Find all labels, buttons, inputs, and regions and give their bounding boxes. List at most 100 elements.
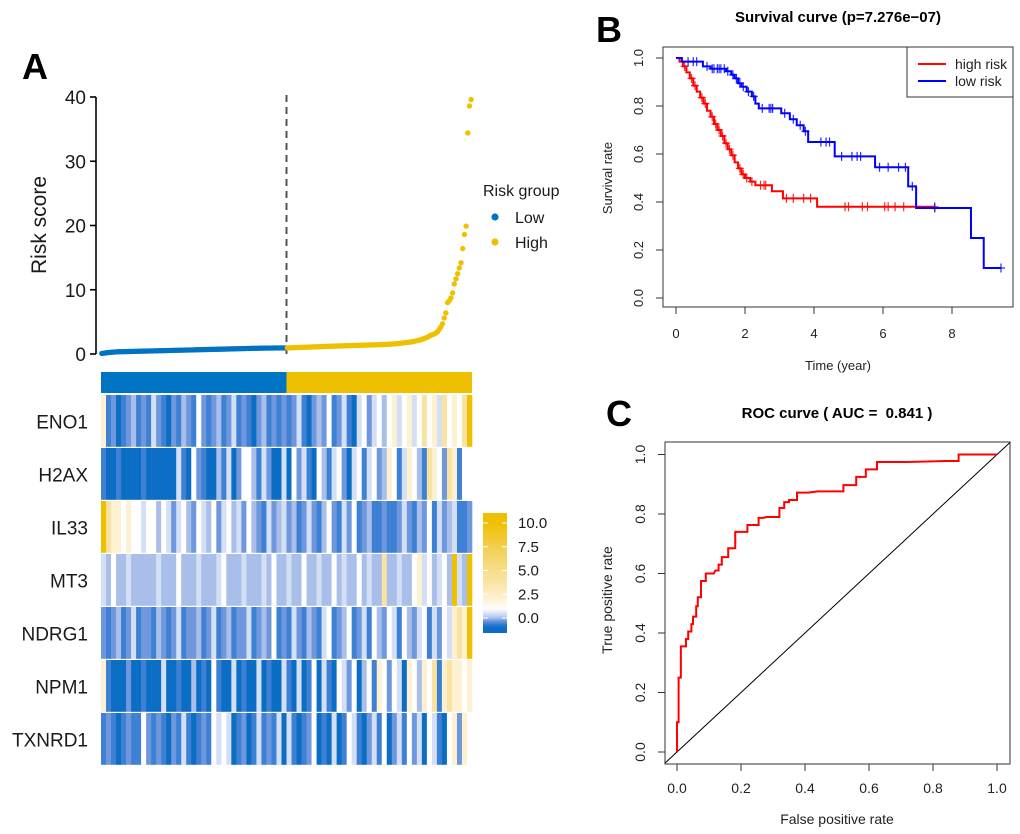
heatmap-cell [186, 395, 192, 447]
heatmap-cell [131, 501, 137, 553]
panel-label-c: C [606, 393, 632, 434]
heatmap-cell [316, 607, 322, 659]
roc-plot: ROC curve ( AUC = 0.841 ) False positive… [599, 405, 1011, 827]
heatmap-cell [276, 554, 282, 606]
risk-point-high [453, 276, 459, 282]
heatmap-cell [201, 713, 207, 765]
heatmap-cell [246, 660, 252, 712]
heatmap-cell [431, 448, 438, 500]
heatmap-cell [306, 395, 312, 447]
censor-mark-high-risk [711, 119, 720, 129]
heatmap-cell [371, 607, 378, 659]
heatmap-cell [171, 554, 177, 606]
legend-label-high-risk: high risk [955, 56, 1008, 72]
heatmap-cell [376, 660, 383, 712]
heatmap-cell [156, 607, 162, 659]
heatmap-cell [361, 554, 368, 606]
heatmap-cell [346, 448, 352, 500]
censor-mark-high-risk [799, 193, 808, 203]
heatmap-cell [406, 448, 413, 500]
heatmap-cell [331, 501, 337, 553]
heatmap-cell [161, 607, 167, 659]
censor-mark-low-risk [796, 120, 805, 130]
heatmap-cell [291, 660, 297, 712]
heatmap-cell [271, 395, 277, 447]
plot-frame [664, 441, 1011, 765]
heatmap-cell [236, 607, 242, 659]
x-tick-label: 0.6 [859, 780, 879, 796]
heatmap-cell [301, 448, 307, 500]
heatmap-cell [441, 607, 448, 659]
risk-point-high [451, 281, 457, 287]
legend-box [906, 46, 1014, 98]
heatmap-cell [411, 607, 418, 659]
heatmap-cell [161, 660, 167, 712]
heatmap-cell [131, 607, 137, 659]
heatmap-cell [436, 395, 443, 447]
heatmap-cell [276, 448, 282, 500]
heatmap-cell [356, 448, 363, 500]
heatmap-cell [311, 448, 317, 500]
heatmap-cell [376, 713, 383, 765]
heatmap-cell [396, 607, 403, 659]
heatmap-cell [336, 607, 342, 659]
heatmap-cell [306, 501, 312, 553]
heatmap-cell [131, 660, 137, 712]
risk-point-high [461, 231, 468, 238]
heatmap-cell [146, 395, 152, 447]
heatmap-cell [191, 395, 197, 447]
heatmap-cell [211, 660, 217, 712]
colorbar-gradient [483, 513, 507, 633]
heatmap-cell [401, 713, 408, 765]
heatmap-cell [321, 395, 327, 447]
heatmap-cell [141, 660, 147, 712]
heatmap-cell [281, 713, 287, 765]
heatmap-cell [221, 607, 227, 659]
heatmap-cell [146, 448, 152, 500]
heatmap-cell [321, 713, 327, 765]
heatmap-cell [236, 501, 242, 553]
heatmap-cell [326, 660, 332, 712]
heatmap-cell [101, 554, 107, 606]
heatmap-cell [196, 713, 202, 765]
censor-mark-low-risk [789, 114, 798, 124]
heatmap-cell [346, 607, 352, 659]
heatmap-cell [176, 501, 182, 553]
heatmap-cell [371, 395, 378, 447]
heatmap-cell [341, 501, 347, 553]
censor-mark-low-risk [723, 66, 732, 76]
heatmap-cell [341, 607, 347, 659]
y-tick-label: 0 [75, 345, 86, 366]
heatmap-cell [381, 607, 388, 659]
heatmap-cell [371, 660, 378, 712]
heatmap-cell [301, 395, 307, 447]
heatmap-cell [156, 554, 162, 606]
heatmap-cell [391, 660, 398, 712]
heatmap-cell [231, 554, 237, 606]
heatmap-cell [121, 501, 127, 553]
heatmap-cell [246, 395, 252, 447]
heatmap-cell [166, 713, 172, 765]
y-tick-label: 0.6 [631, 145, 646, 163]
heatmap-cell [126, 660, 132, 712]
heatmap-cell [256, 554, 262, 606]
heatmap-cell [226, 713, 232, 765]
heatmap-cell [426, 660, 433, 712]
heatmap-cell [381, 660, 388, 712]
heatmap-cell [236, 713, 242, 765]
heatmap-cell [191, 448, 197, 500]
heatmap-cell [246, 501, 252, 553]
heatmap-cell [386, 607, 393, 659]
colorbar-tick-label: 0.0 [518, 610, 539, 627]
risk-score-plot: Risk score Risk group Low High 0 10 20 30 40 [28, 88, 560, 366]
heatmap-cell [216, 607, 222, 659]
legend-dot-low [491, 213, 499, 221]
heatmap-cell [201, 448, 207, 500]
heatmap-cell [291, 713, 297, 765]
x-tick-label: 0 [672, 326, 679, 341]
heatmap-cell [326, 607, 332, 659]
heatmap-cell [371, 501, 378, 553]
x-tick-label: 0.8 [923, 780, 943, 796]
heatmap-cell [321, 448, 327, 500]
censor-mark-low-risk [744, 87, 753, 97]
